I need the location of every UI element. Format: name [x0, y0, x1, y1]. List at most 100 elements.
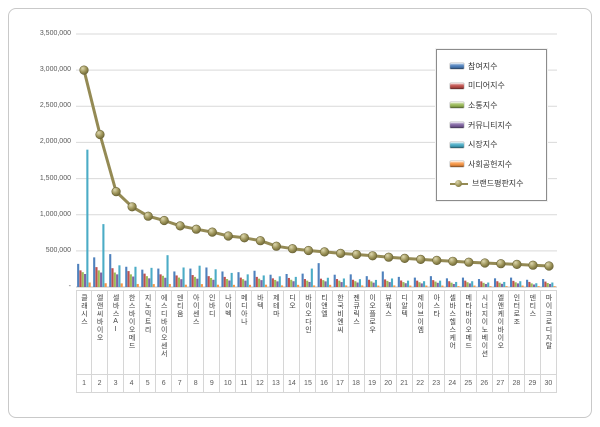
y-tick-label: 2,500,000: [39, 102, 71, 110]
bar-communication-index: [530, 283, 533, 287]
bar-community-index: [516, 283, 520, 287]
bar-csr-index: [393, 285, 396, 287]
bar-communication-index: [290, 279, 293, 287]
line-marker: [303, 245, 314, 256]
category-label: 엘앤케이바이오: [496, 294, 504, 350]
line-marker: [400, 253, 410, 263]
category-number: 30: [540, 375, 557, 393]
legend-key-csr-index-icon: [450, 161, 464, 168]
bar-market-index: [166, 255, 169, 287]
bar-media-index: [384, 279, 387, 287]
legend-item-community-index: 커뮤니티지수: [437, 120, 546, 131]
category-label: 뷰웍스: [384, 294, 392, 318]
line-marker: [111, 187, 121, 197]
legend-label: 커뮤니티지수: [468, 120, 513, 130]
category-cell: 덴티움: [172, 290, 189, 375]
bar-market-index: [310, 268, 313, 287]
category-number: 14: [284, 375, 301, 393]
bar-market-index: [551, 282, 554, 287]
category-number: 16: [316, 375, 333, 393]
category-number: 22: [412, 375, 429, 393]
bar-market-index: [503, 281, 506, 287]
bar-media-index: [95, 267, 98, 287]
bar-communication-index: [161, 275, 164, 287]
bar-community-index: [212, 279, 215, 287]
bar-csr-index: [329, 284, 332, 287]
legend-label: 소통지수: [468, 100, 498, 110]
bar-csr-index: [264, 284, 268, 287]
category-label: 티앤엘: [320, 294, 328, 318]
bar-communication-index: [482, 282, 485, 287]
bar-csr-index: [232, 284, 236, 287]
category-label: 인바디: [208, 294, 216, 318]
bar-community-index: [324, 281, 327, 287]
bar-participation-index: [381, 271, 384, 287]
category-number: 17: [332, 375, 349, 393]
category-label: 셀바스AI: [112, 294, 120, 334]
bar-participation-index: [93, 257, 96, 287]
category-label: 덴티스: [528, 294, 536, 318]
bar-market-index: [487, 282, 490, 287]
line-marker: [79, 65, 89, 75]
bar-participation-index: [493, 278, 497, 287]
legend-item-market-index: 시장지수: [437, 139, 546, 150]
bar-community-index: [372, 282, 375, 287]
category-cell: 시너지이노베이션: [476, 290, 493, 375]
line-marker: [127, 202, 137, 212]
bar-community-index: [388, 282, 391, 287]
bar-participation-index: [461, 277, 465, 287]
bar-participation-index: [285, 273, 288, 287]
category-number: 18: [348, 375, 365, 393]
category-number: 21: [396, 375, 413, 393]
bar-communication-index: [498, 282, 501, 287]
category-label: 바텍: [256, 294, 264, 310]
category-number: 25: [460, 375, 477, 393]
bar-communication-index: [434, 281, 437, 287]
bar-csr-index: [152, 284, 155, 287]
bar-market-index: [406, 280, 410, 287]
line-marker: [384, 252, 394, 262]
y-tick-label: -: [68, 283, 71, 290]
category-number: 27: [492, 375, 509, 393]
bar-market-index: [390, 278, 394, 287]
bar-market-index: [102, 224, 105, 287]
category-number: 2: [92, 375, 109, 393]
bar-csr-index: [120, 283, 123, 287]
bar-market-index: [118, 265, 121, 287]
bar-community-index: [132, 276, 135, 287]
bar-media-index: [512, 280, 515, 287]
legend-label: 사회공헌지수: [468, 159, 513, 169]
category-cell: 뷰웍스: [380, 290, 397, 375]
category-number: 26: [476, 375, 493, 393]
bar-media-index: [351, 279, 355, 287]
bar-media-index: [111, 268, 114, 287]
bar-communication-index: [81, 272, 84, 287]
bar-market-index: [439, 280, 442, 287]
category-cell: 메타바이오메드: [460, 290, 477, 375]
bar-participation-index: [189, 268, 192, 287]
bar-media-index: [319, 278, 323, 287]
category-label: 시너지이노베이션: [480, 294, 488, 358]
bar-media-index: [335, 279, 339, 287]
category-cell: 바이오다인: [300, 290, 317, 375]
bar-communication-index: [450, 282, 453, 287]
category-cell: 인바디: [204, 290, 221, 375]
bar-csr-index: [537, 286, 540, 287]
bar-participation-index: [413, 277, 416, 287]
bar-participation-index: [237, 272, 240, 287]
legend-item-communication-index: 소통지수: [437, 100, 546, 111]
bar-community-index: [452, 283, 455, 287]
line-marker: [159, 215, 169, 226]
bar-media-index: [79, 270, 82, 287]
category-number: 9: [204, 375, 221, 393]
line-marker: [271, 241, 282, 251]
category-label: 셀바스헬스케어: [448, 294, 456, 350]
bar-communication-index: [546, 283, 549, 287]
bar-csr-index: [361, 285, 364, 287]
category-label: 마이크로디지탈: [544, 294, 552, 350]
line-marker: [512, 259, 522, 270]
bar-media-index: [416, 280, 419, 287]
bar-communication-index: [322, 280, 325, 287]
bar-community-index: [276, 281, 279, 287]
bar-csr-index: [521, 285, 524, 287]
